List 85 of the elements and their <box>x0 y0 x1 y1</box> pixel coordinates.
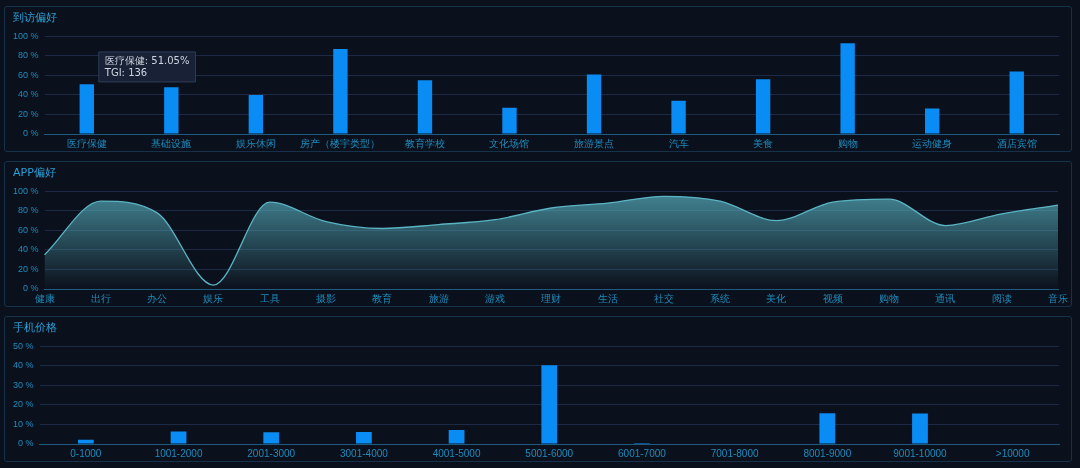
x-tick-label: 办公 <box>147 292 168 304</box>
y-tick-label: 60 % <box>18 224 39 235</box>
x-tick-label: 出行 <box>90 292 111 304</box>
x-tick-label: 购物 <box>837 137 858 149</box>
x-tick-label: 1001-2000 <box>154 447 203 459</box>
y-tick-label: 30 % <box>13 379 34 390</box>
x-tick-label: 酒店宾馆 <box>996 137 1037 149</box>
x-tick-label: 摄影 <box>316 292 337 304</box>
bar <box>840 43 855 134</box>
x-tick-label: 0-1000 <box>70 447 102 459</box>
annotation: 医疗保健: 51.05% <box>104 54 190 66</box>
x-tick-label: 6001-7000 <box>618 447 667 459</box>
bar <box>79 84 94 134</box>
x-tick-label: 4001-5000 <box>432 447 481 459</box>
x-tick-label: 文化场馆 <box>489 137 530 149</box>
x-tick-label: 旅游 <box>428 292 449 304</box>
bar <box>502 107 517 134</box>
x-tick-label: 通讯 <box>935 292 956 304</box>
x-tick-label: 音乐 <box>1048 292 1068 304</box>
x-tick-label: 房产（楼宇类型） <box>300 137 381 149</box>
bar <box>541 365 558 444</box>
y-tick-label: 100 % <box>12 185 39 196</box>
chart-title: 手机价格 <box>13 320 57 335</box>
y-tick-label: 0 % <box>18 438 34 449</box>
x-tick-label: 旅游景点 <box>574 137 615 149</box>
bar <box>1009 71 1024 134</box>
bar <box>448 429 465 444</box>
x-tick-label: 系统 <box>710 292 731 304</box>
x-tick-label: 美食 <box>753 137 774 149</box>
y-tick-label: 40 % <box>18 244 39 255</box>
x-tick-label: 汽车 <box>668 137 689 149</box>
bar <box>755 79 771 134</box>
x-tick-label: 基础设施 <box>151 137 192 149</box>
x-tick-label: 社交 <box>653 292 674 304</box>
x-tick-label: 美化 <box>766 292 787 304</box>
bar <box>671 100 686 134</box>
x-tick-label: 教育学校 <box>404 137 445 149</box>
x-tick-label: 工具 <box>259 292 280 304</box>
bar <box>586 74 602 134</box>
y-tick-label: 20 % <box>18 263 39 274</box>
x-tick-label: 娱乐 <box>203 292 224 304</box>
chart-title: 到访偏好 <box>13 10 57 25</box>
bar <box>417 80 433 134</box>
y-tick-label: 40 % <box>13 360 34 371</box>
y-tick-label: 100 % <box>12 30 39 41</box>
bar <box>77 439 94 444</box>
x-tick-label: 购物 <box>879 292 900 304</box>
x-tick-label: 娱乐休闲 <box>235 137 276 149</box>
y-tick-label: 0 % <box>23 128 39 139</box>
x-tick-label: 理财 <box>541 292 562 304</box>
x-tick-label: 7001-8000 <box>710 447 759 459</box>
y-tick-label: 10 % <box>13 418 34 429</box>
y-tick-label: 20 % <box>18 108 39 119</box>
annotation: TGI: 136 <box>103 66 148 78</box>
x-tick-label: 9001-10000 <box>893 447 948 459</box>
y-tick-label: 80 % <box>18 205 39 216</box>
bar <box>819 413 836 444</box>
x-tick-label: 5001-6000 <box>525 447 574 459</box>
y-tick-label: 40 % <box>18 89 39 100</box>
x-tick-label: 医疗保健 <box>66 137 107 149</box>
bar <box>925 108 940 134</box>
bar <box>912 413 928 444</box>
y-tick-label: 60 % <box>18 69 39 80</box>
x-tick-label: 生活 <box>597 292 618 304</box>
bar <box>263 432 280 444</box>
x-tick-label: 视频 <box>822 292 843 304</box>
x-tick-label: 阅读 <box>991 292 1012 304</box>
x-tick-label: 健康 <box>34 292 55 304</box>
x-tick-label: 8001-9000 <box>803 447 852 459</box>
chart-title: APP偏好 <box>13 165 56 180</box>
x-tick-label: 游戏 <box>484 292 505 304</box>
bar <box>170 431 187 444</box>
y-tick-label: 50 % <box>13 340 34 351</box>
bar <box>333 49 348 134</box>
x-tick-label: 2001-3000 <box>247 447 296 459</box>
y-tick-label: 20 % <box>13 399 34 410</box>
bar <box>356 431 372 444</box>
y-tick-label: 0 % <box>23 283 39 294</box>
x-tick-label: 运动健身 <box>912 137 953 149</box>
y-tick-label: 80 % <box>18 50 39 61</box>
x-tick-label: 3001-4000 <box>339 447 389 459</box>
x-tick-label: >10000 <box>995 447 1030 459</box>
x-tick-label: 教育 <box>372 292 393 304</box>
bar <box>248 94 264 134</box>
bar <box>164 87 179 134</box>
